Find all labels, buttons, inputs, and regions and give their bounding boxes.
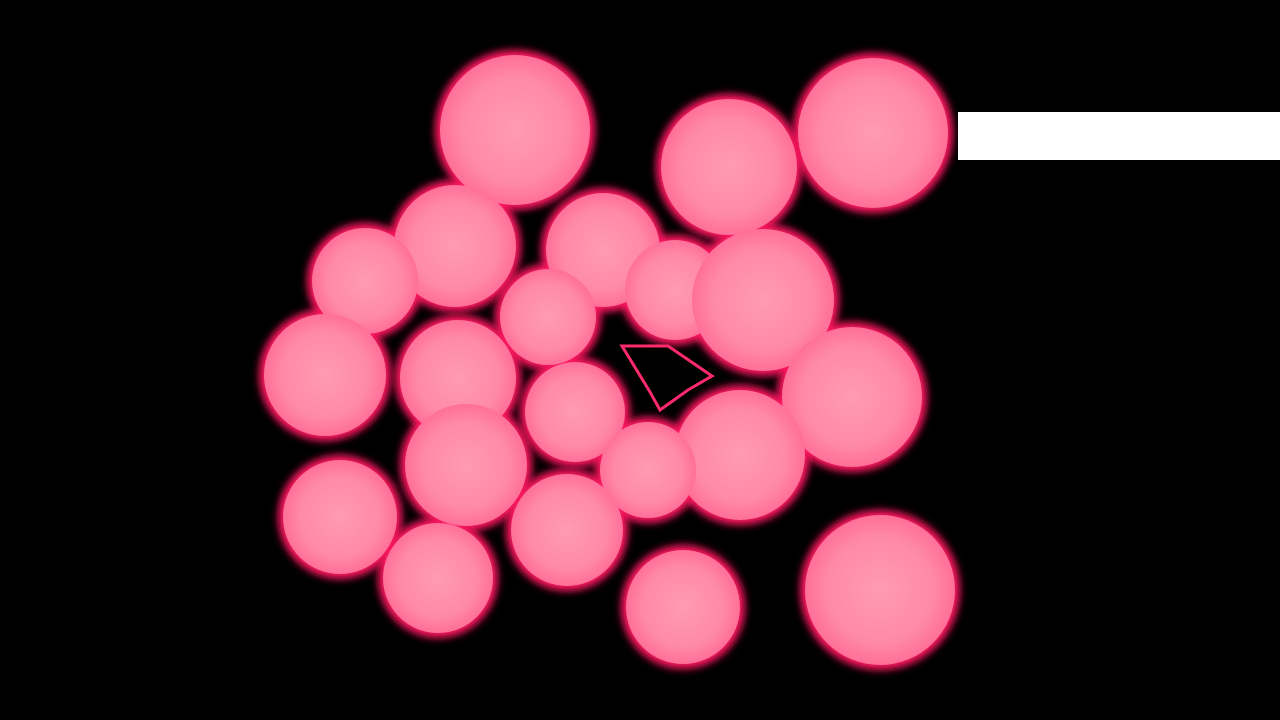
blob: [312, 228, 418, 334]
white-bar: [958, 112, 1280, 160]
blob: [283, 460, 397, 574]
blob: [511, 474, 623, 586]
blob: [525, 362, 625, 462]
blob: [675, 390, 805, 520]
blob-separate: [805, 515, 955, 665]
blob: [626, 550, 740, 664]
blob: [500, 269, 596, 365]
blob: [782, 327, 922, 467]
blob: [383, 523, 493, 633]
cluster-hole: [619, 344, 715, 413]
blob: [264, 314, 386, 436]
blob: [400, 320, 516, 436]
blob: [798, 58, 948, 208]
blob: [661, 99, 797, 235]
blob: [394, 185, 516, 307]
blob-body-layer: [264, 55, 955, 665]
blob: [405, 404, 527, 526]
blob: [440, 55, 590, 205]
blob: [600, 422, 696, 518]
blob: [692, 229, 834, 371]
